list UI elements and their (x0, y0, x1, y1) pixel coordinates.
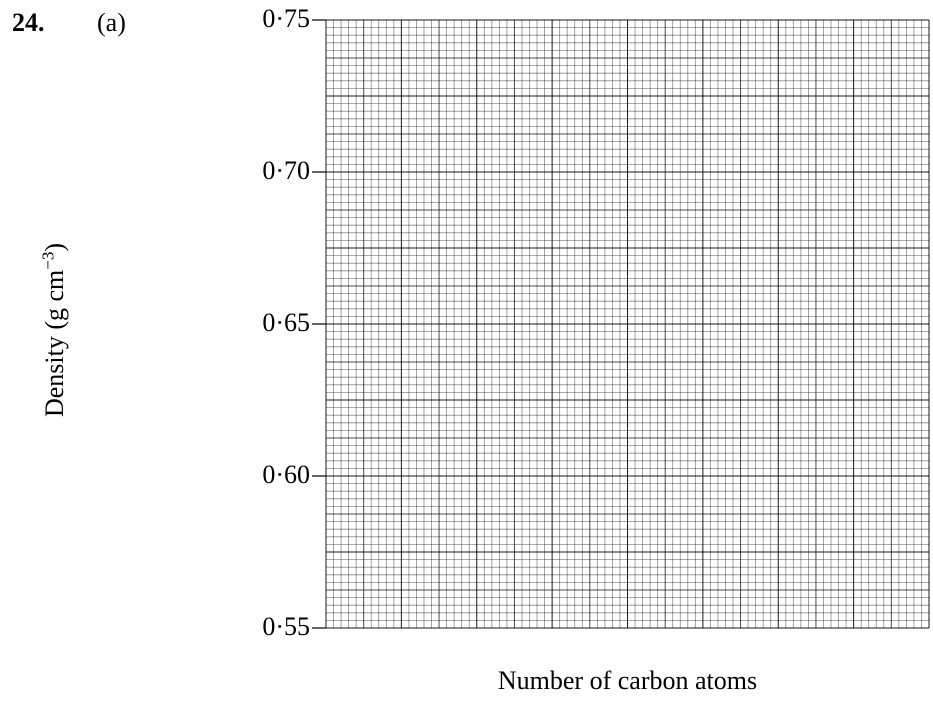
y-tick-marks (312, 19, 326, 629)
major-grid-lines (325, 19, 930, 629)
y-tick-label: 0·75 (262, 4, 310, 33)
y-tick-label: 0·70 (262, 156, 310, 185)
question-part: (a) (97, 8, 126, 37)
question-number: 24. (12, 8, 45, 37)
y-tick-label: 0·65 (262, 308, 310, 337)
y-tick-label: 0·55 (262, 612, 310, 641)
x-axis-label: Number of carbon atoms (497, 666, 758, 695)
y-tick-label: 0·60 (262, 460, 310, 489)
